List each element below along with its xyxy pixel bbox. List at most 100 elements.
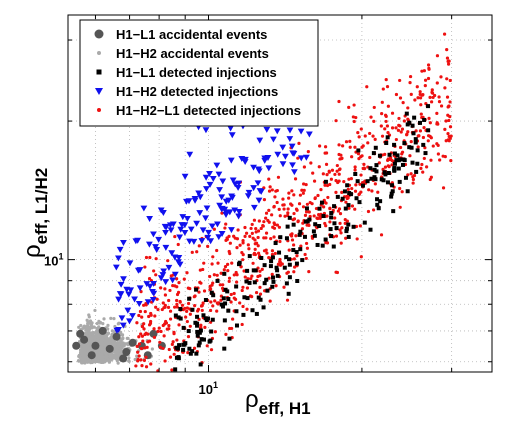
point-h1-h2-l1-injection xyxy=(254,248,257,251)
point-h1-l1-injection xyxy=(288,263,292,267)
point-h1-h2-l1-injection xyxy=(210,348,213,351)
point-h1-h2-l1-injection xyxy=(258,286,261,289)
point-h1-h2-l1-injection xyxy=(330,178,333,181)
point-h1-h2-l1-injection xyxy=(136,351,139,354)
y-tick-label: 101 xyxy=(44,252,63,269)
point-h1-l1-injection xyxy=(179,317,183,321)
point-h1-l1-injection xyxy=(298,247,302,251)
point-h1-h2-l1-injection xyxy=(241,286,244,289)
point-h1-h2-l1-injection xyxy=(347,106,350,109)
point-h1-h2-l1-injection xyxy=(376,191,379,194)
point-h1-h2-l1-injection xyxy=(344,218,347,221)
point-h1-h2-accidental xyxy=(127,356,130,359)
point-h1-h2-accidental xyxy=(80,351,83,354)
point-h1-h2-l1-injection xyxy=(163,287,166,290)
point-h1-l1-injection xyxy=(416,148,420,152)
point-h1-h2-l1-injection xyxy=(339,228,342,231)
point-h1-l1-injection xyxy=(196,334,200,338)
point-h1-h2-l1-injection xyxy=(399,96,402,99)
point-h1-h2-accidental xyxy=(117,322,120,325)
point-h1-h2-l1-injection xyxy=(315,217,318,220)
point-h1-h2-l1-injection xyxy=(273,227,276,230)
point-h1-h2-l1-injection xyxy=(340,157,343,160)
point-h1-h2-l1-injection xyxy=(201,309,204,312)
point-h1-h2-l1-injection xyxy=(276,201,279,204)
point-h1-l1-injection xyxy=(295,279,299,283)
point-h1-h2-l1-injection xyxy=(427,117,430,120)
point-h1-h2-l1-injection xyxy=(215,249,218,252)
point-h1-h2-l1-injection xyxy=(214,330,217,333)
point-h1-h2-l1-injection xyxy=(365,85,368,88)
point-h1-h2-l1-injection xyxy=(409,75,412,78)
point-h1-h2-l1-injection xyxy=(281,198,284,201)
point-h1-l1-injection xyxy=(288,216,292,220)
point-h1-l1-injection xyxy=(321,244,325,248)
point-h1-h2-l1-injection xyxy=(210,284,213,287)
point-h1-h2-l1-injection xyxy=(217,302,220,305)
point-h1-l1-accidental xyxy=(106,345,114,353)
point-h1-h2-l1-injection xyxy=(307,270,310,273)
point-h1-h2-accidental xyxy=(88,330,91,333)
point-h1-h2-l1-injection xyxy=(292,212,295,215)
point-h1-h2-l1-injection xyxy=(140,316,143,319)
point-h1-l1-injection xyxy=(332,221,336,225)
point-h1-l1-injection xyxy=(397,167,401,171)
point-h1-l1-injection xyxy=(259,256,263,260)
point-h1-l1-injection xyxy=(366,179,370,183)
point-h1-h2-l1-injection xyxy=(136,345,139,348)
point-h1-h2-l1-injection xyxy=(240,251,243,254)
point-h1-h2-l1-injection xyxy=(175,338,178,341)
point-h1-h2-l1-injection xyxy=(276,223,279,226)
point-h1-h2-l1-injection xyxy=(265,252,268,255)
point-h1-l1-injection xyxy=(263,263,267,267)
point-h1-l1-injection xyxy=(320,201,324,205)
point-h1-h2-l1-injection xyxy=(357,157,360,160)
point-h1-l1-injection xyxy=(181,343,185,347)
point-h1-h2-l1-injection xyxy=(290,232,293,235)
point-h1-h2-l1-injection xyxy=(173,235,176,238)
point-h1-h2-l1-injection xyxy=(387,164,390,167)
point-h1-h2-l1-injection xyxy=(336,271,339,274)
point-h1-h2-l1-injection xyxy=(148,277,151,280)
legend-marker-dot xyxy=(97,108,101,112)
point-h1-h2-l1-injection xyxy=(286,299,289,302)
point-h1-l1-injection xyxy=(277,251,281,255)
point-h1-h2-l1-injection xyxy=(436,81,439,84)
point-h1-h2-l1-injection xyxy=(356,131,359,134)
point-h1-l1-injection xyxy=(204,298,208,302)
point-h1-h2-l1-injection xyxy=(161,308,164,311)
point-h1-h2-l1-injection xyxy=(427,63,430,66)
point-h1-l1-injection xyxy=(248,254,252,258)
point-h1-h2-accidental xyxy=(121,337,124,340)
point-h1-h2-l1-injection xyxy=(250,295,253,298)
point-h1-h2-accidental xyxy=(88,315,91,318)
point-h1-h2-l1-injection xyxy=(215,309,218,312)
point-h1-h2-l1-injection xyxy=(206,245,209,248)
point-h1-h2-l1-injection xyxy=(287,197,290,200)
point-h1-h2-l1-injection xyxy=(449,79,452,82)
y-axis-label-sub: eff, L1/H2 xyxy=(32,168,51,245)
point-h1-h2-l1-injection xyxy=(437,95,440,98)
point-h1-l1-injection xyxy=(205,318,209,322)
point-h1-h2-l1-injection xyxy=(336,164,339,167)
point-h1-h2-l1-injection xyxy=(303,165,306,168)
point-h1-l1-accidental xyxy=(72,342,80,350)
point-h1-h2-l1-injection xyxy=(139,358,142,361)
point-h1-h2-l1-injection xyxy=(213,273,216,276)
point-h1-h2-l1-injection xyxy=(394,126,397,129)
point-h1-h2-l1-injection xyxy=(241,239,244,242)
point-h1-h2-l1-injection xyxy=(401,128,404,131)
point-h1-h2-l1-injection xyxy=(333,173,336,176)
point-h1-h2-l1-injection xyxy=(384,166,387,169)
point-h1-h2-l1-injection xyxy=(171,343,174,346)
point-h1-h2-l1-injection xyxy=(293,217,296,220)
point-h1-h2-l1-injection xyxy=(271,188,274,191)
point-h1-h2-l1-injection xyxy=(420,112,423,115)
point-h1-h2-l1-injection xyxy=(138,342,141,345)
point-h1-h2-l1-injection xyxy=(354,165,357,168)
point-h1-h2-l1-injection xyxy=(265,248,268,251)
point-h1-h2-l1-injection xyxy=(367,210,370,213)
point-h1-h2-l1-injection xyxy=(448,135,451,138)
point-h1-h2-l1-injection xyxy=(163,334,166,337)
point-h1-h2-accidental xyxy=(100,355,103,358)
